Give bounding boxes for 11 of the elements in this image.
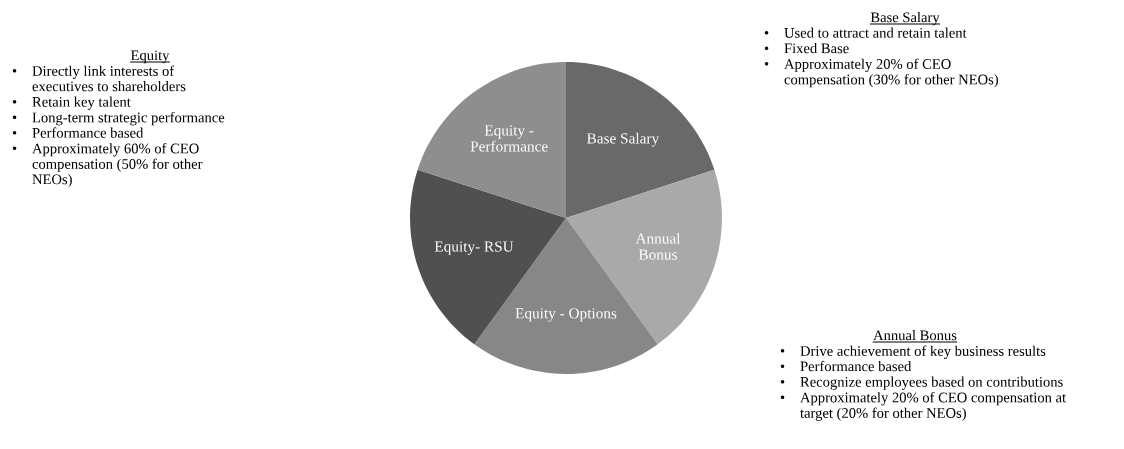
slice-label: Equity - Performance	[470, 125, 548, 152]
slice-label: Base Salary	[587, 132, 660, 147]
text: Base Salary • Used to attract and retain talent • Fixed Base • Approximately 20% of CEO compensation (30% for other NEOs)	[764, 12, 998, 88]
text: Annual Bonus • Drive achievement of key business results • Performance based • Recognize employees based on contributions • Approximately 20% of CEO compensation at target (20% for other NEOs)	[780, 330, 1066, 421]
pie-slice	[566, 62, 715, 218]
slice-label: Equity- RSU	[434, 241, 514, 255]
pie-slice	[410, 169, 566, 345]
text: Equity • Directly link interests of executives to shareholders • Retain key talent • Long-term strategic performance • Performance based • Approximately 60% of CEO compensation (50% for other NEOs)	[12, 50, 225, 188]
pie-slice	[566, 169, 722, 345]
slice-label: Annual Bonus	[635, 232, 681, 260]
slice-label: Equity - Options	[515, 308, 617, 322]
